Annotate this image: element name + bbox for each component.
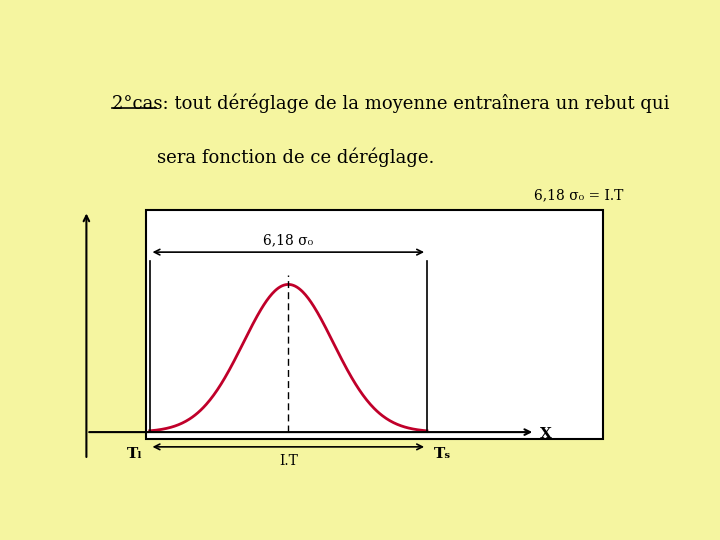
FancyBboxPatch shape [145,210,603,439]
Text: 6,18 σ₀: 6,18 σ₀ [264,233,313,247]
Text: Tₛ: Tₛ [433,447,451,461]
Text: sera fonction de ce déréglage.: sera fonction de ce déréglage. [157,148,434,167]
Text: X: X [539,427,552,441]
Text: I.T: I.T [279,454,298,468]
Text: 6,18 σ₀ = I.T: 6,18 σ₀ = I.T [534,189,623,203]
Text: Tₗ: Tₗ [127,447,143,461]
Text: 2°cas: tout déréglage de la moyenne entraînera un rebut qui: 2°cas: tout déréglage de la moyenne entr… [112,94,670,113]
